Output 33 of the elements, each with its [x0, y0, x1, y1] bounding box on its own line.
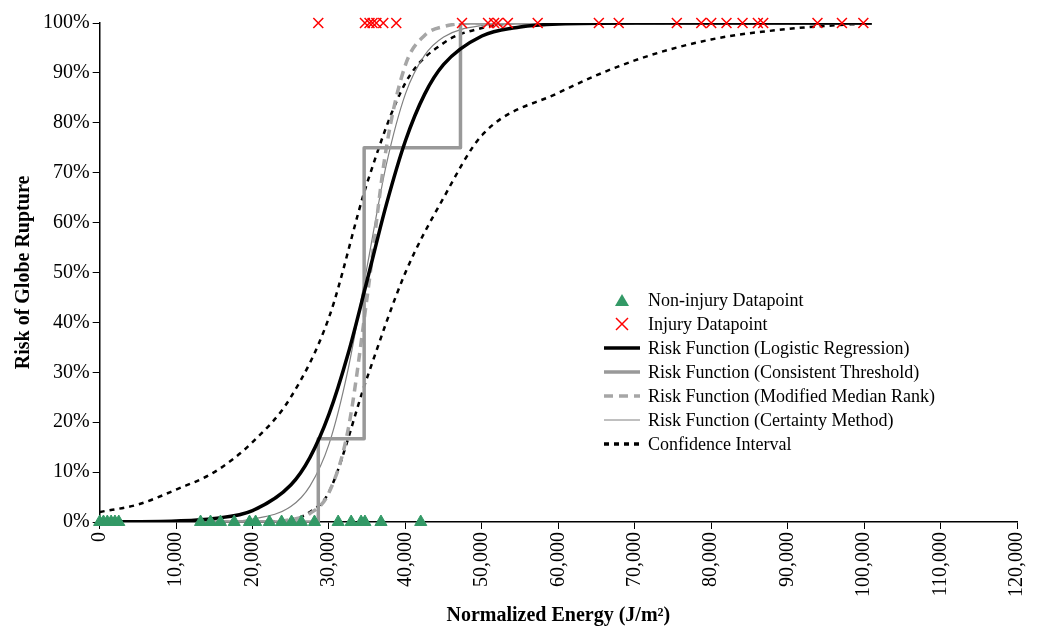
x-tick-label: 120,000	[1004, 532, 1027, 597]
legend-label: Risk Function (Logistic Regression)	[648, 337, 910, 359]
y-tick-label: 40%	[52, 309, 90, 332]
x-tick-label: 100,000	[851, 532, 874, 597]
x-tick-label: 110,000	[927, 532, 950, 597]
x-tick-label: 20,000	[239, 532, 262, 587]
x-tick-label: 30,000	[316, 532, 339, 587]
legend-label: Injury Datapoint	[648, 313, 768, 335]
x-tick-label: 70,000	[622, 532, 645, 587]
x-tick-label: 10,000	[163, 532, 186, 587]
legend-label: Non-injury Datapoint	[648, 289, 804, 311]
y-tick-label: 0%	[62, 509, 90, 532]
x-tick-label: 0	[86, 532, 109, 542]
y-tick-label: 10%	[52, 459, 90, 482]
x-tick-label: 60,000	[545, 532, 568, 587]
x-tick-label: 80,000	[698, 532, 721, 587]
x-axis-title: Normalized Energy (J/m²)	[446, 603, 671, 627]
y-tick-label: 60%	[52, 209, 90, 232]
legend-label: Confidence Interval	[648, 433, 792, 455]
y-tick-label: 70%	[52, 159, 90, 182]
legend-label: Risk Function (Modified Median Rank)	[648, 385, 935, 407]
y-tick-label: 50%	[52, 259, 90, 282]
legend-label: Risk Function (Consistent Threshold)	[648, 361, 920, 383]
x-tick-label: 40,000	[392, 532, 415, 587]
x-tick-label: 90,000	[774, 532, 797, 587]
legend-label: Risk Function (Certainty Method)	[648, 409, 894, 431]
x-tick-label: 50,000	[469, 532, 492, 587]
y-tick-label: 20%	[52, 409, 90, 432]
y-tick-label: 90%	[52, 60, 90, 83]
y-tick-label: 30%	[52, 359, 90, 382]
y-tick-label: 80%	[52, 110, 90, 133]
y-axis-title: Risk of Globe Rupture	[11, 175, 35, 370]
y-tick-label: 100%	[42, 10, 90, 33]
